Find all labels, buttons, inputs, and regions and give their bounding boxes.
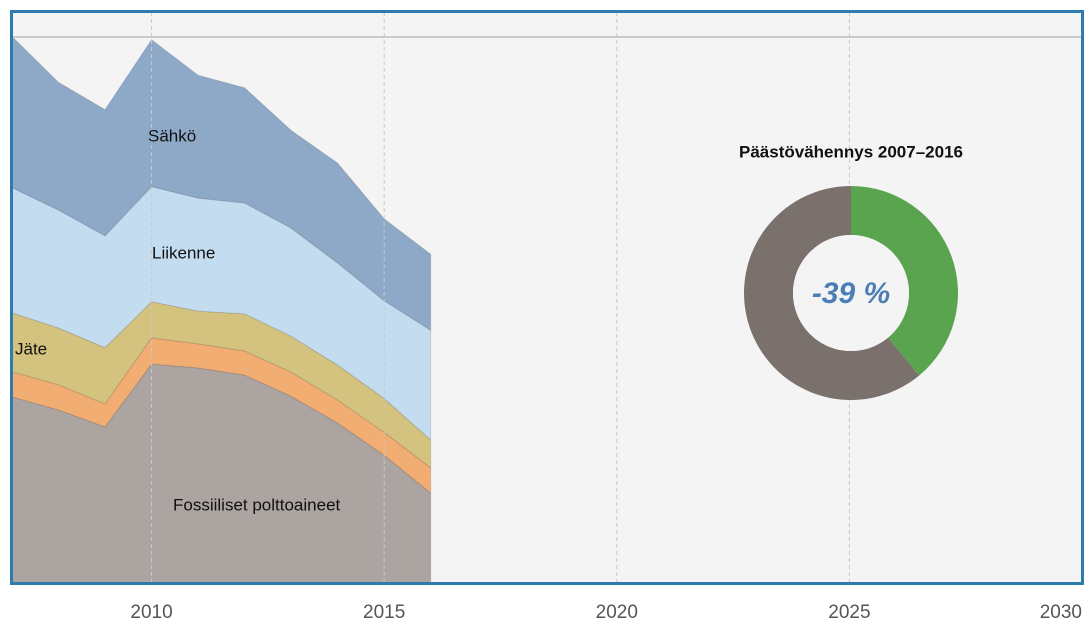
- plot-layer: [11, 12, 1083, 584]
- x-tick-label: 2015: [363, 602, 405, 623]
- x-tick-label: 2010: [130, 602, 172, 623]
- donut-hole: [793, 235, 909, 351]
- area-label: Sähkö: [148, 126, 196, 145]
- donut-title: Päästövähennys 2007–2016: [739, 142, 963, 161]
- area: [11, 186, 432, 442]
- area-label: Jäte: [15, 339, 47, 358]
- donut-center-label: -39 %: [812, 277, 890, 310]
- plot-border: [10, 10, 1084, 585]
- area: [11, 35, 432, 332]
- x-tick-label: 2030: [1040, 602, 1082, 623]
- area-label: Fossiiliset polttoaineet: [173, 495, 341, 514]
- area-label: Liikenne: [152, 243, 215, 262]
- donut-slice: [851, 186, 958, 376]
- x-tick-label: 2020: [596, 602, 638, 623]
- donut-slice: [743, 186, 920, 400]
- x-tick-label: 2025: [828, 602, 870, 623]
